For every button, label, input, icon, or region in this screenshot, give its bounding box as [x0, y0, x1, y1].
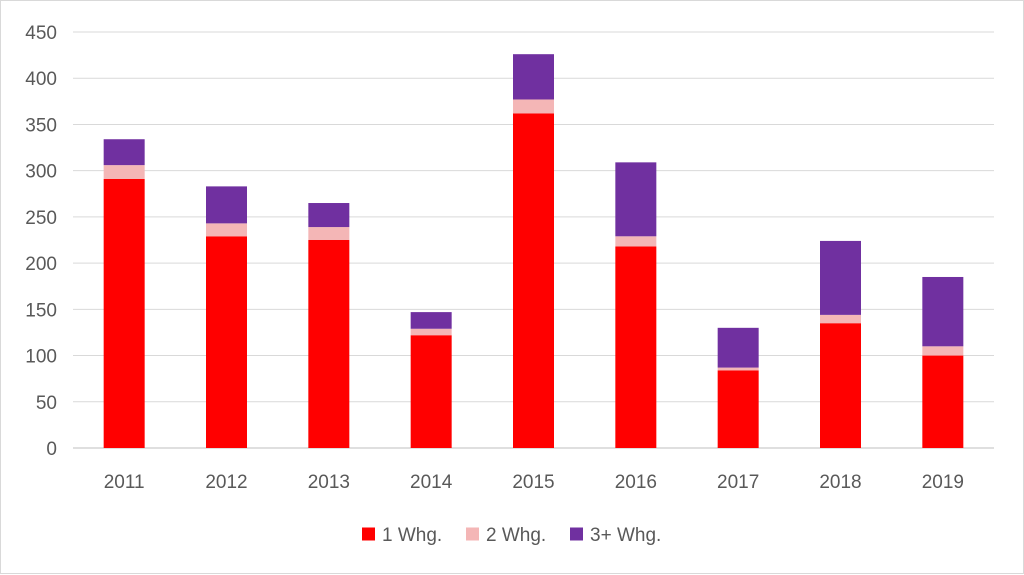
- bar-2012-series-2: [206, 223, 247, 237]
- legend-swatch-2: [466, 527, 479, 541]
- bar-2016-series-2: [615, 236, 657, 247]
- x-tick-label-2016: 2016: [615, 472, 657, 493]
- y-tick-label-250: 250: [25, 208, 57, 229]
- bar-2019-series-3: [922, 276, 964, 347]
- legend-label-1: 1 Whg.: [382, 525, 442, 546]
- x-tick-label-2017: 2017: [717, 472, 759, 493]
- x-tick-label-2012: 2012: [205, 472, 247, 493]
- bar-2019-series-2: [922, 346, 964, 356]
- bar-2017-series-3: [717, 327, 759, 368]
- bar-2018-series-1: [820, 323, 861, 448]
- bar-2011-series-3: [103, 139, 145, 166]
- y-tick-label-350: 350: [25, 115, 57, 136]
- x-axis: 2011 2012 2013 2014 2015 2016 2017 2018 2019: [104, 472, 964, 493]
- bar-2011-series-1: [103, 178, 145, 448]
- bar-2018-series-2: [820, 314, 861, 324]
- y-tick-label-0: 0: [46, 439, 57, 460]
- bar-2012-series-3: [206, 186, 247, 224]
- bar-2013-series-1: [308, 240, 350, 448]
- bar-2017-series-2: [717, 367, 759, 371]
- bar-2015-series-1: [513, 113, 554, 449]
- bar-2015-series-2: [513, 99, 554, 114]
- legend-label-2: 2 Whg.: [486, 525, 546, 546]
- bar-2016-series-3: [615, 162, 657, 237]
- bar-2014-series-1: [410, 335, 452, 448]
- bar-2014-series-2: [410, 328, 452, 336]
- y-tick-label-50: 50: [36, 393, 57, 414]
- bar-2015-series-3: [513, 54, 554, 100]
- bar-2018-series-3: [820, 240, 861, 315]
- x-tick-label-2014: 2014: [410, 472, 453, 493]
- y-tick-label-100: 100: [25, 347, 57, 368]
- y-tick-label-450: 450: [25, 23, 57, 44]
- bar-2012-series-1: [206, 236, 247, 448]
- bar-2013-series-3: [308, 203, 350, 228]
- x-tick-label-2015: 2015: [512, 472, 554, 493]
- bar-2016-series-1: [615, 246, 657, 448]
- bars: [103, 54, 964, 449]
- bar-2014-series-3: [410, 312, 452, 329]
- legend-swatch-1: [362, 527, 375, 541]
- y-tick-label-300: 300: [25, 162, 57, 183]
- y-axis: 0 50 100 150 200 250 300 350 400 450: [25, 23, 57, 460]
- y-tick-label-400: 400: [25, 69, 57, 90]
- x-tick-label-2011: 2011: [104, 472, 145, 493]
- y-tick-label-150: 150: [25, 300, 57, 321]
- bar-2011-series-2: [103, 165, 145, 179]
- x-tick-label-2018: 2018: [819, 472, 861, 493]
- bar-2019-series-1: [922, 355, 964, 448]
- legend-label-3: 3+ Whg.: [590, 525, 661, 546]
- x-tick-label-2013: 2013: [308, 472, 350, 493]
- legend-swatch-3: [570, 527, 583, 541]
- bar-2013-series-2: [308, 227, 350, 240]
- legend: 1 Whg. 2 Whg. 3+ Whg.: [362, 525, 661, 546]
- y-tick-label-200: 200: [25, 254, 57, 275]
- bar-2017-series-1: [717, 370, 759, 448]
- x-tick-label-2019: 2019: [922, 472, 964, 493]
